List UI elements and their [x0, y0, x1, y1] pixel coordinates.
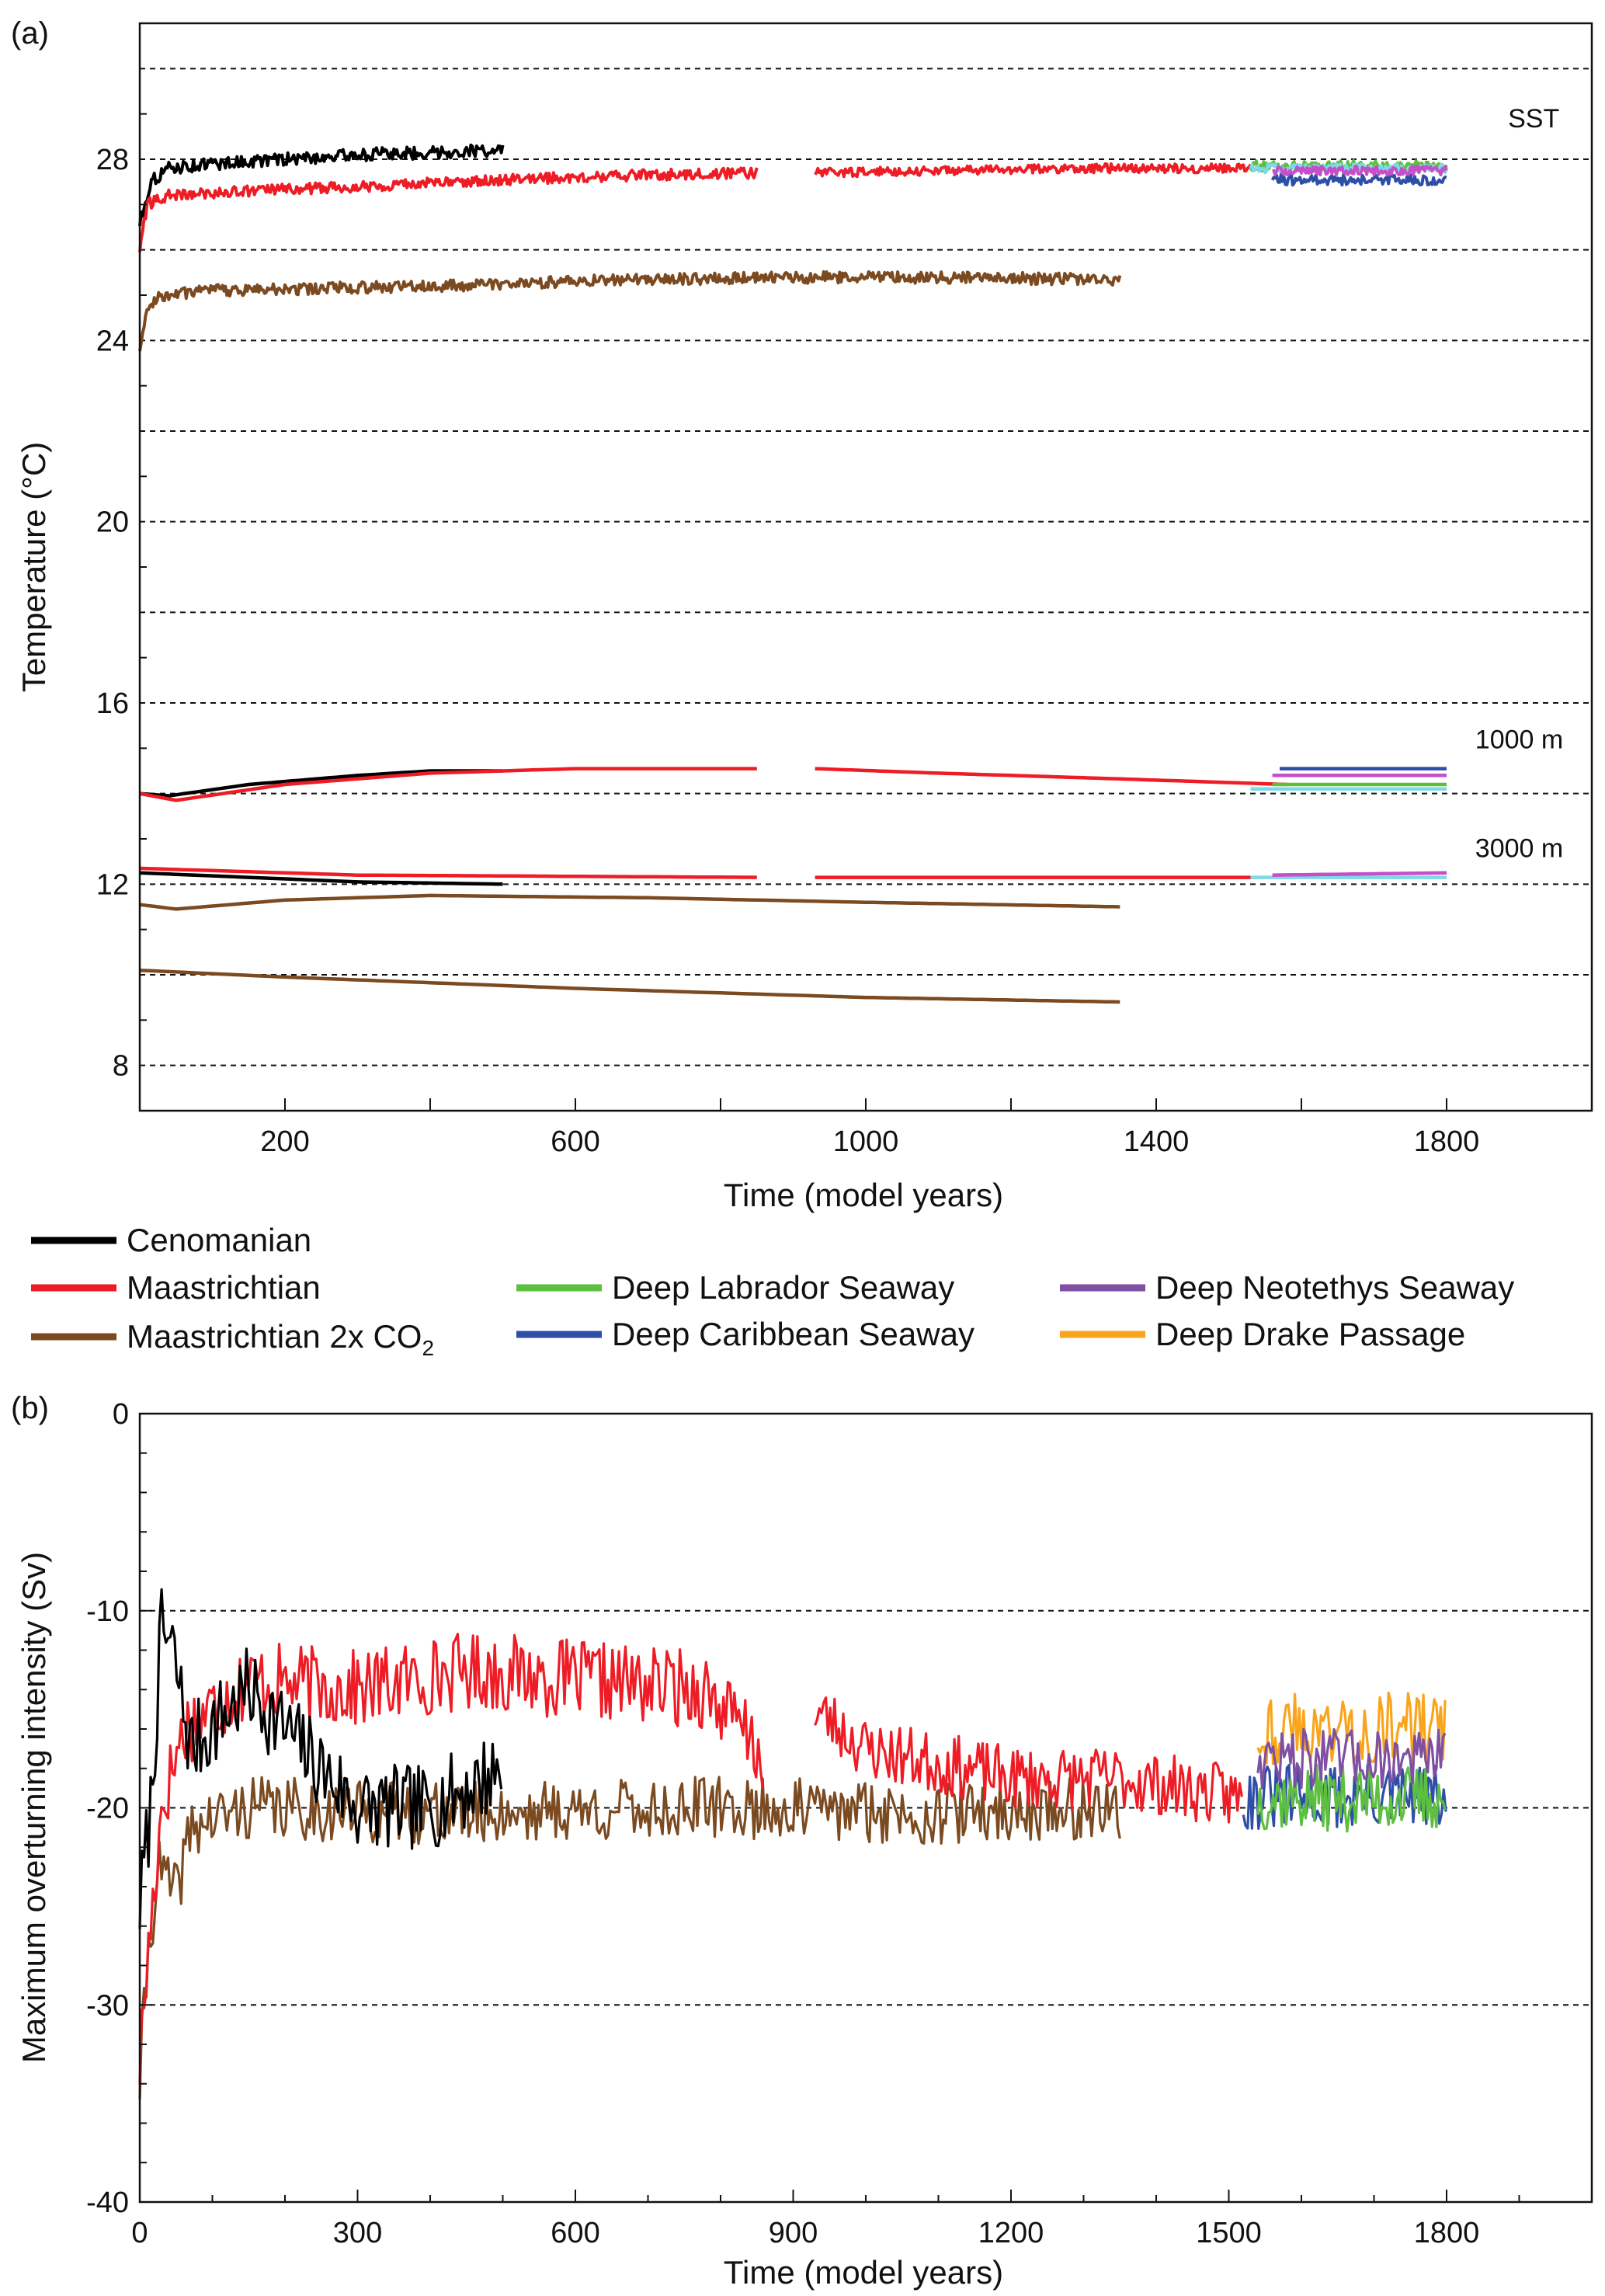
- ytick-label-30: -30: [86, 1989, 129, 2022]
- ytick-label-12: 12: [96, 868, 129, 901]
- series-deep-neotethys-seaway-3000-m-19: [1272, 871, 1447, 877]
- series-deep-neotethys-seaway-7: [1256, 1727, 1447, 1790]
- legend-item-cenomanian: Cenomanian: [31, 1222, 311, 1258]
- legend-item-maastrichtian-2x-co2: Maastrichtian 2x CO2: [31, 1318, 434, 1360]
- ytick-label-10: -10: [86, 1595, 129, 1628]
- series-maastrichtian-2: [814, 1696, 1243, 1824]
- panel-b-label: (b): [11, 1391, 49, 1425]
- panel-b-xlabel: Time (model years): [724, 2254, 1003, 2291]
- xtick-label-1000: 1000: [833, 1125, 899, 1158]
- ytick-label-8: 8: [113, 1050, 129, 1083]
- legend-item-deep-caribbean-seaway: Deep Caribbean Seaway: [516, 1316, 974, 1352]
- legend-label-maastrichtian-2x-co2: Maastrichtian 2x CO2: [127, 1318, 434, 1360]
- panel-b-ylabel: Maximum overturning intensity (Sv): [16, 1552, 52, 2063]
- xtick-label-0: 0: [131, 2217, 148, 2249]
- annotation-1000-m: 1000 m: [1475, 725, 1563, 754]
- series-maastrichtian-2x-co2-0: [138, 1776, 1121, 2099]
- annotation-3000-m: 3000 m: [1475, 833, 1563, 863]
- series-maastrichtian-sst-1: [138, 166, 759, 252]
- series-cenomanian-sst-0: [138, 143, 505, 227]
- xtick-label-300: 300: [333, 2217, 382, 2249]
- xtick-label-1800: 1800: [1414, 1125, 1480, 1158]
- legend-label-deep-labrador-seaway: Deep Labrador Seaway: [612, 1269, 954, 1306]
- legend-label-cenomanian: Cenomanian: [127, 1222, 311, 1258]
- ytick-label-20: 20: [96, 506, 129, 539]
- xtick-label-1400: 1400: [1124, 1125, 1190, 1158]
- panel-a-ylabel: Temperature (°C): [16, 442, 52, 693]
- legend-item-deep-labrador-seaway: Deep Labrador Seaway: [516, 1269, 954, 1306]
- panel-b-series: [138, 1588, 1447, 2099]
- legend-label-maastrichtian: Maastrichtian: [127, 1269, 321, 1306]
- panel-a-gridlines: [140, 68, 1592, 1066]
- legend-item-deep-neotethys-seaway: Deep Neotethys Seaway: [1060, 1269, 1514, 1306]
- panel-a: (a) 8 12 16 20 24 28 200 600 1000 1400 1800 SST 100…: [11, 16, 1593, 1213]
- xtick-label-600: 600: [551, 1125, 599, 1158]
- xtick-label-1200: 1200: [978, 2217, 1044, 2249]
- series-maastrichtian-1000-m-9: [139, 767, 757, 802]
- panel-b-ticks: -40 -30 -20 -10 0 0 300 600 900 1200 1500 1800: [86, 1398, 1593, 2249]
- series-maastrichtian-2x-co2-sst-3: [138, 270, 1122, 352]
- annotation-sst: SST: [1508, 104, 1559, 134]
- panel-a-annotations: SST 1000 m 3000 m: [1475, 104, 1563, 863]
- legend: Cenomanian Maastrichtian Maastrichtian 2…: [31, 1222, 1514, 1360]
- ytick-label-40: -40: [86, 2186, 129, 2219]
- panel-a-ticks: 8 12 16 20 24 28 200 600 1000 1400 1800: [96, 23, 1480, 1158]
- panel-a-xlabel: Time (model years): [724, 1177, 1003, 1213]
- panel-a-label: (a): [11, 16, 49, 50]
- panel-a-frame: [138, 22, 1593, 1112]
- xtick-label-1500: 1500: [1196, 2217, 1262, 2249]
- legend-label-deep-neotethys-seaway: Deep Neotethys Seaway: [1155, 1269, 1514, 1306]
- series-cenomanian-3000-m-15: [139, 871, 503, 886]
- legend-label-maastrichtian-2x-co2-main: Maastrichtian 2x CO: [127, 1318, 422, 1355]
- series-cenomanian-3: [138, 1588, 503, 1929]
- panel-b-frame: [138, 1412, 1593, 2204]
- ytick-label-20: -20: [86, 1793, 129, 1825]
- series-maastrichtian-1000-m-10: [815, 767, 1287, 787]
- xtick-label-1800: 1800: [1414, 2217, 1480, 2249]
- ytick-label-16: 16: [96, 687, 129, 720]
- legend-label-maastrichtian-2x-co2-subscript: 2: [422, 1336, 434, 1360]
- series-maastrichtian-2x-co2-3000-m-21: [139, 968, 1120, 1004]
- xtick-label-200: 200: [260, 1125, 309, 1158]
- series-deep-caribbean-seaway-sst-6: [1270, 172, 1447, 187]
- series-maastrichtian-2x-co2-1000-m-20: [139, 893, 1120, 911]
- panel-b: (b) -40-30-20-1000 300 600 900 1200 1500 1800 …: [11, 1391, 1593, 2291]
- legend-label-deep-caribbean-seaway: Deep Caribbean Seaway: [612, 1316, 974, 1352]
- ytick-label-24: 24: [96, 325, 129, 357]
- panel-a-series: [138, 143, 1448, 1004]
- legend-item-maastrichtian: Maastrichtian: [31, 1269, 321, 1306]
- legend-item-deep-drake-passage: Deep Drake Passage: [1060, 1316, 1465, 1352]
- series-deep-neotethys-seaway-sst-7: [1272, 164, 1448, 177]
- ytick-label-28: 28: [96, 144, 129, 176]
- xtick-label-600: 600: [551, 2217, 599, 2249]
- series-cenomanian-1000-m-8: [139, 769, 503, 798]
- series-deep-labrador-seaway-5: [1256, 1763, 1447, 1833]
- ytick-label-0: 0: [113, 1398, 129, 1431]
- series-maastrichtian-sst-2: [814, 162, 1252, 179]
- xtick-label-900: 900: [769, 2217, 818, 2249]
- legend-label-deep-drake-passage: Deep Drake Passage: [1155, 1316, 1465, 1352]
- series-maastrichtian-3000-m-16: [139, 866, 757, 879]
